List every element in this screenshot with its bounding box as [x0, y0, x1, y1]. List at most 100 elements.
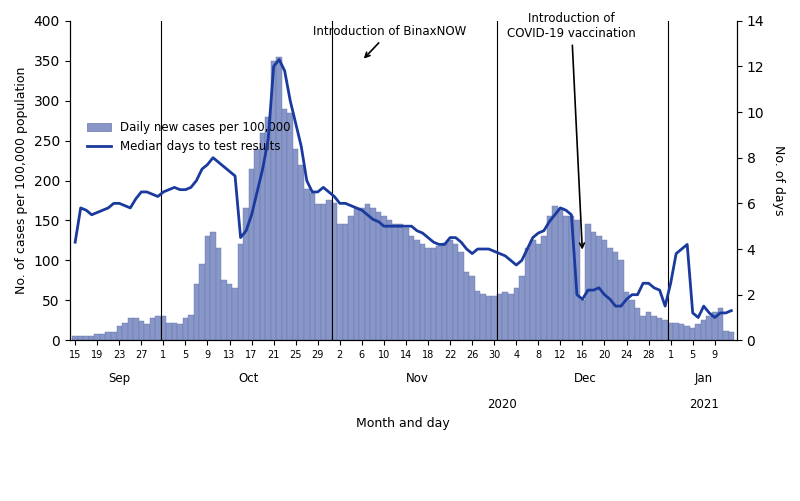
Bar — [83, 336, 89, 340]
Bar — [199, 265, 205, 340]
Bar — [100, 334, 106, 340]
Bar — [706, 316, 712, 340]
Bar — [365, 204, 370, 340]
Bar — [409, 236, 414, 340]
Bar — [630, 301, 635, 340]
Bar — [646, 312, 651, 340]
Bar — [640, 316, 646, 340]
Bar — [89, 336, 94, 340]
Bar — [701, 320, 706, 340]
Text: Sep: Sep — [108, 372, 130, 385]
Bar — [618, 261, 624, 340]
Bar — [254, 149, 260, 340]
Bar — [376, 212, 381, 340]
Text: Oct: Oct — [238, 372, 259, 385]
Bar — [690, 328, 695, 340]
Bar — [569, 216, 574, 340]
Bar — [563, 216, 569, 340]
Bar — [106, 332, 111, 340]
Bar — [464, 273, 470, 340]
Bar — [293, 149, 298, 340]
Bar — [188, 315, 194, 340]
Bar — [331, 203, 337, 340]
Bar — [342, 224, 348, 340]
Bar — [674, 323, 679, 340]
Bar — [127, 318, 133, 340]
Bar — [712, 312, 718, 340]
Bar — [161, 316, 166, 340]
Bar — [585, 224, 590, 340]
Y-axis label: No. of cases per 100,000 population: No. of cases per 100,000 population — [15, 67, 28, 294]
Y-axis label: No. of days: No. of days — [772, 145, 785, 216]
Bar — [122, 323, 127, 340]
Bar — [392, 224, 398, 340]
Bar — [723, 331, 729, 340]
Bar — [426, 248, 431, 340]
Bar — [232, 289, 238, 340]
Bar — [150, 318, 155, 340]
Bar — [470, 277, 475, 340]
Bar — [580, 301, 585, 340]
Bar — [436, 246, 442, 340]
Text: Month and day: Month and day — [356, 417, 450, 430]
Bar — [729, 332, 734, 340]
Bar — [668, 323, 674, 340]
Bar — [222, 281, 226, 340]
Bar — [475, 291, 481, 340]
Bar — [491, 297, 497, 340]
Bar — [502, 293, 508, 340]
Bar — [144, 324, 150, 340]
Bar — [155, 316, 161, 340]
Bar — [117, 326, 122, 340]
Bar — [624, 293, 630, 340]
Text: 2021: 2021 — [689, 398, 718, 411]
Bar — [210, 232, 216, 340]
Bar — [337, 224, 342, 340]
Bar — [359, 208, 365, 340]
Bar — [695, 324, 701, 340]
Bar — [458, 253, 464, 340]
Bar — [651, 316, 657, 340]
Bar — [133, 318, 138, 340]
Bar — [287, 113, 293, 340]
Bar — [685, 326, 690, 340]
Bar — [535, 244, 541, 340]
Text: Nov: Nov — [406, 372, 429, 385]
Bar — [596, 236, 602, 340]
Bar — [216, 248, 222, 340]
Bar — [194, 285, 199, 340]
Bar — [431, 248, 436, 340]
Text: Dec: Dec — [574, 372, 597, 385]
Bar — [718, 309, 723, 340]
Bar — [486, 296, 491, 340]
Bar — [386, 220, 392, 340]
Bar — [558, 208, 563, 340]
Bar — [166, 323, 172, 340]
Bar — [238, 244, 243, 340]
Bar — [552, 206, 558, 340]
Bar — [326, 200, 331, 340]
Bar — [370, 208, 376, 340]
Bar — [525, 248, 530, 340]
Bar — [607, 248, 613, 340]
Bar — [205, 236, 210, 340]
Text: Jan: Jan — [694, 372, 713, 385]
Bar — [414, 240, 420, 340]
Bar — [111, 332, 117, 340]
Bar — [590, 232, 596, 340]
Bar — [348, 216, 354, 340]
Text: Introduction of BinaxNOW: Introduction of BinaxNOW — [313, 25, 466, 57]
Bar — [321, 204, 326, 340]
Bar — [508, 294, 514, 340]
Bar — [354, 208, 359, 340]
Bar — [514, 289, 519, 340]
Bar — [453, 244, 458, 340]
Bar — [546, 216, 552, 340]
Text: Introduction of
COVID-19 vaccination: Introduction of COVID-19 vaccination — [507, 12, 636, 248]
Bar — [226, 285, 232, 340]
Bar — [679, 324, 685, 340]
Bar — [530, 240, 535, 340]
Bar — [304, 188, 310, 340]
Bar — [249, 168, 254, 340]
Bar — [442, 243, 447, 340]
